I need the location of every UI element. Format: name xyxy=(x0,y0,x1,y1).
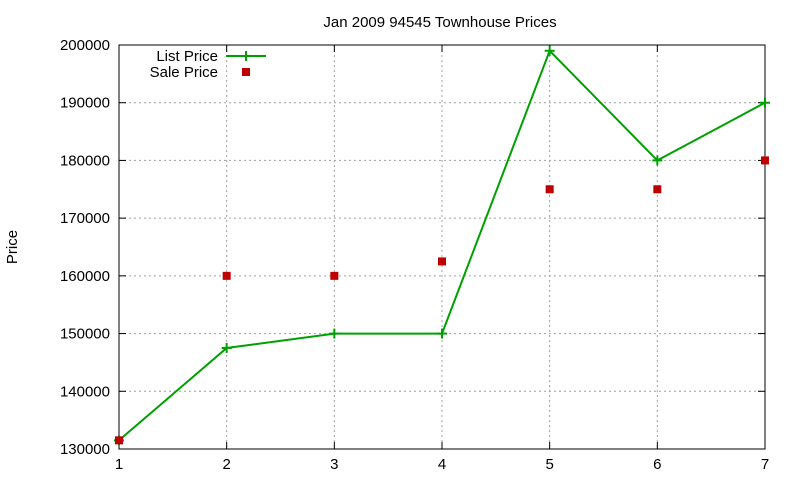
x-axis-ticks: 1 2 3 4 5 6 7 xyxy=(115,45,769,473)
x-tick-label: 2 xyxy=(222,456,230,473)
gridlines xyxy=(119,45,765,449)
y-tick-label: 160000 xyxy=(60,268,110,285)
y-axis-label: Price xyxy=(4,230,21,264)
y-tick-label: 190000 xyxy=(60,95,110,112)
plot-frame xyxy=(118,44,766,450)
x-tick-label: 6 xyxy=(653,456,661,473)
series-layer xyxy=(114,45,770,446)
x-tick-label: 3 xyxy=(330,456,338,473)
y-axis-ticks: 130000 140000 150000 160000 170000 180000 1900… xyxy=(60,37,765,458)
y-tick-label: 170000 xyxy=(60,210,110,227)
legend-swatch xyxy=(242,68,250,76)
x-tick-label: 7 xyxy=(761,456,769,473)
legend-label: Sale Price xyxy=(150,64,218,81)
x-tick-label: 5 xyxy=(545,456,553,473)
chart-title: Jan 2009 94545 Townhouse Prices xyxy=(323,14,556,31)
series-sale-price xyxy=(115,156,769,445)
data-point xyxy=(438,257,446,266)
legend-label: List Price xyxy=(156,48,218,65)
y-tick-label: 130000 xyxy=(60,441,110,458)
y-tick-label: 150000 xyxy=(60,326,110,343)
y-tick-label: 180000 xyxy=(60,152,110,169)
data-point xyxy=(222,271,231,280)
data-point xyxy=(115,436,123,445)
x-tick-label: 4 xyxy=(438,456,446,473)
data-point xyxy=(545,185,554,194)
data-point xyxy=(653,185,662,194)
y-tick-label: 200000 xyxy=(60,37,110,54)
data-point xyxy=(330,271,339,280)
x-tick-label: 1 xyxy=(115,456,123,473)
y-tick-label: 140000 xyxy=(60,383,110,400)
data-point xyxy=(761,156,769,165)
